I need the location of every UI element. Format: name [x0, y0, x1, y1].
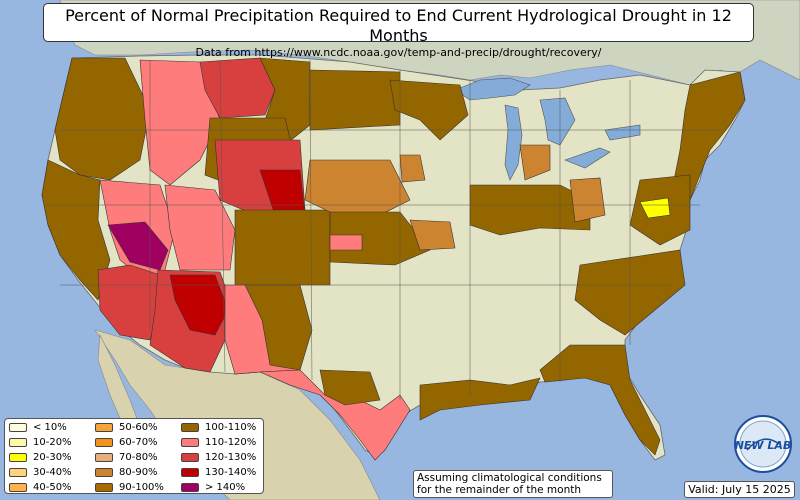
legend-label: 10-20% — [33, 437, 72, 448]
region-colorado — [234, 209, 331, 286]
legend-swatch — [181, 423, 199, 432]
legend-label: 70-80% — [119, 452, 158, 463]
legend-item: 90-100% — [95, 480, 164, 495]
region-michigan-orange — [519, 144, 551, 181]
legend-swatch — [95, 468, 113, 477]
legend-swatch — [181, 468, 199, 477]
legend-item: > 140% — [181, 480, 245, 495]
region-nevada-high — [107, 221, 169, 271]
legend-label: 20-30% — [33, 452, 72, 463]
legend-label: 90-100% — [119, 482, 164, 493]
legend-item: 60-70% — [95, 435, 158, 450]
logo-text: NEW LAB — [735, 439, 792, 452]
region-kansas-pink — [329, 234, 363, 251]
legend-swatch — [9, 483, 27, 492]
legend-label: 100-110% — [205, 422, 257, 433]
legend-item: 10-20% — [9, 435, 72, 450]
region-minnesota — [389, 79, 469, 141]
region-iowa-orange — [399, 154, 426, 183]
region-arizona-core — [169, 274, 229, 336]
legend-item: 110-120% — [181, 435, 256, 450]
lake-erie — [564, 147, 611, 169]
region-gulf-coast — [419, 377, 541, 421]
map-subtitle: Data from https://www.ncdc.noaa.gov/temp… — [195, 46, 602, 59]
legend-item: 120-130% — [181, 450, 256, 465]
region-northeast — [671, 71, 746, 201]
legend-label: 110-120% — [205, 437, 257, 448]
region-nebraska — [304, 159, 411, 216]
legend-swatch — [95, 483, 113, 492]
region-california — [41, 159, 111, 301]
region-pacific-northwest — [54, 57, 151, 181]
legend-swatch — [95, 438, 113, 447]
legend-swatch — [181, 483, 199, 492]
legend: < 10% 10-20% 20-30% 30-40% 40-50% 50-60% 60-70… — [4, 418, 264, 494]
legend-label: < 10% — [33, 422, 67, 433]
legend-swatch — [9, 423, 27, 432]
legend-swatch — [181, 438, 199, 447]
region-texas-brown — [319, 369, 381, 406]
legend-swatch — [95, 423, 113, 432]
legend-swatch — [9, 468, 27, 477]
legend-swatch — [181, 453, 199, 462]
legend-item: < 10% — [9, 420, 67, 435]
legend-label: 120-130% — [205, 452, 257, 463]
legend-item: 70-80% — [95, 450, 158, 465]
legend-item: 40-50% — [9, 480, 72, 495]
region-utah — [164, 184, 236, 271]
lake-ontario — [604, 124, 641, 141]
lake-michigan — [504, 104, 523, 181]
legend-label: 40-50% — [33, 482, 72, 493]
legend-label: 130-140% — [205, 467, 257, 478]
region-dakotas-brown — [309, 69, 401, 131]
assumption-note: Assuming climatological conditions for t… — [413, 470, 613, 498]
title-box: Percent of Normal Precipitation Required… — [43, 3, 754, 59]
legend-label: 80-90% — [119, 467, 158, 478]
state-borders — [45, 59, 720, 400]
lab-logo: NEW LAB — [734, 415, 792, 473]
note-line-1: Assuming climatological conditions — [417, 472, 602, 484]
legend-label: 50-60% — [119, 422, 158, 433]
legend-item: 50-60% — [95, 420, 158, 435]
legend-label: 30-40% — [33, 467, 72, 478]
map-title: Percent of Normal Precipitation Required… — [65, 6, 732, 45]
region-ohio-orange — [569, 177, 606, 223]
legend-item: 20-30% — [9, 450, 72, 465]
legend-swatch — [9, 453, 27, 462]
note-line-2: for the remainder of the month — [417, 484, 582, 496]
legend-label: > 140% — [205, 482, 246, 493]
legend-swatch — [9, 438, 27, 447]
legend-item: 100-110% — [181, 420, 256, 435]
region-maryland-yellow — [639, 197, 671, 219]
region-kansas-orange — [409, 219, 456, 251]
legend-swatch — [95, 453, 113, 462]
region-florida-georgia — [539, 344, 661, 456]
region-kansas — [329, 211, 431, 266]
legend-item: 80-90% — [95, 465, 158, 480]
legend-item: 30-40% — [9, 465, 72, 480]
lake-superior — [454, 77, 531, 101]
legend-item: 130-140% — [181, 465, 256, 480]
valid-date: Valid: July 15 2025 — [684, 481, 795, 498]
legend-label: 60-70% — [119, 437, 158, 448]
